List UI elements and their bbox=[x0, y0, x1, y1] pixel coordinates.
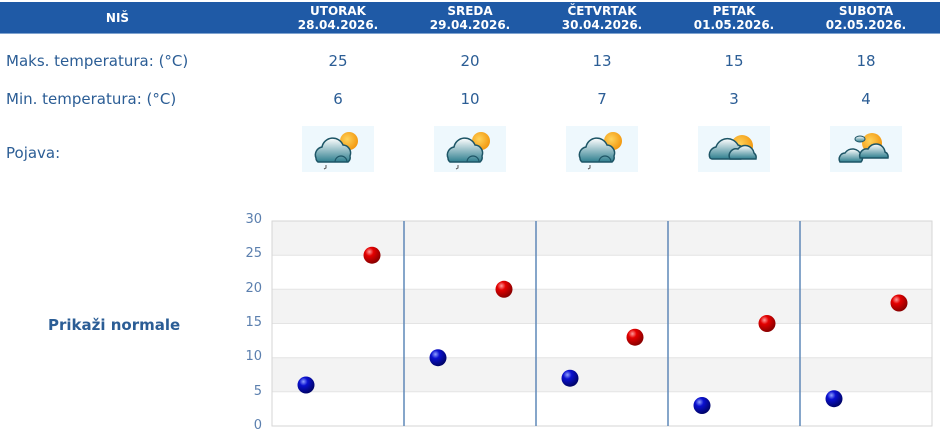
day-date: 02.05.2026. bbox=[825, 17, 907, 32]
y-tick: 25 bbox=[245, 246, 262, 261]
cloudy-sun-light-rain-icon bbox=[434, 126, 506, 172]
cloudy-sun-light-rain-icon bbox=[302, 126, 374, 172]
y-tick: 30 bbox=[245, 212, 262, 227]
min-temp-label: Min. temperatura: (°C) bbox=[6, 90, 177, 108]
phenomenon-label: Pojava: bbox=[6, 144, 61, 162]
y-tick: 20 bbox=[245, 281, 262, 296]
day-header-1: UTORAK 28.04.2026. bbox=[272, 2, 404, 33]
min-temp-value: 4 bbox=[861, 90, 871, 108]
city-name: NIŠ bbox=[105, 10, 130, 25]
day-date: 30.04.2026. bbox=[561, 17, 643, 32]
day-name: UTORAK bbox=[310, 3, 366, 18]
max-temp-points bbox=[363, 246, 908, 346]
day-date: 28.04.2026. bbox=[297, 17, 379, 32]
max-temp-value: 18 bbox=[856, 52, 876, 70]
max-temp-value: 20 bbox=[460, 52, 480, 70]
day-name: ČETVRTAK bbox=[567, 3, 637, 18]
min-temp-points bbox=[297, 349, 843, 414]
day-header-5: SUBOTA 02.05.2026. bbox=[800, 2, 932, 33]
max-temp-label: Maks. temperatura: (°C) bbox=[6, 52, 189, 70]
min-temp-value: 10 bbox=[460, 90, 480, 108]
cloudy-sun-icon bbox=[698, 126, 770, 172]
cloudy-sun-light-rain-icon bbox=[566, 126, 638, 172]
day-name: PETAK bbox=[712, 3, 756, 18]
partly-cloudy-sun-icon bbox=[830, 126, 902, 172]
max-temp-value: 13 bbox=[592, 52, 612, 70]
min-temp-value: 3 bbox=[729, 90, 739, 108]
day-name: SUBOTA bbox=[838, 3, 894, 18]
show-normals-link[interactable]: Prikaži normale bbox=[48, 316, 181, 334]
day-date: 29.04.2026. bbox=[429, 17, 511, 32]
day-header-3: ČETVRTAK 30.04.2026. bbox=[536, 2, 668, 33]
max-temp-value: 25 bbox=[328, 52, 348, 70]
min-temp-value: 7 bbox=[597, 90, 607, 108]
day-name: SREDA bbox=[447, 3, 493, 18]
y-tick: 0 bbox=[253, 418, 262, 433]
day-date: 01.05.2026. bbox=[693, 17, 775, 32]
max-temp-value: 15 bbox=[724, 52, 744, 70]
day-header-2: SREDA 29.04.2026. bbox=[404, 2, 536, 33]
day-header-4: PETAK 01.05.2026. bbox=[668, 2, 800, 33]
y-tick: 10 bbox=[245, 349, 262, 364]
forecast-header: NIŠ UTORAK 28.04.2026. SREDA 29.04.2026.… bbox=[0, 2, 940, 34]
y-tick: 15 bbox=[245, 315, 262, 330]
y-tick: 5 bbox=[253, 384, 262, 399]
min-temp-value: 6 bbox=[333, 90, 343, 108]
